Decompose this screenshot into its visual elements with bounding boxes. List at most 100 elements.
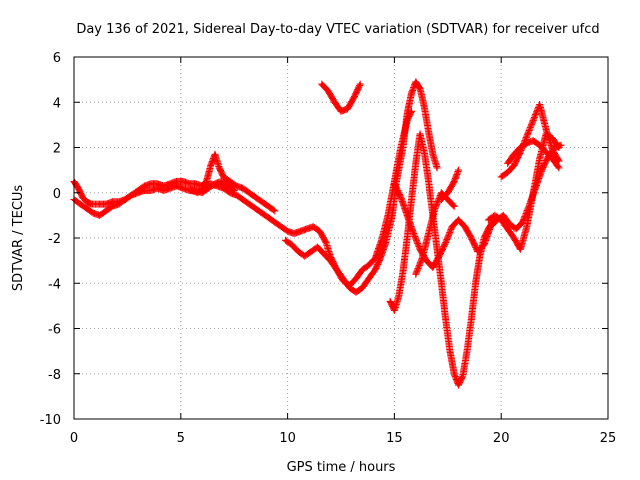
data-point — [487, 218, 490, 222]
data-point — [380, 239, 383, 242]
data-point — [544, 128, 548, 131]
data-point — [235, 193, 238, 197]
data-point — [438, 254, 441, 258]
series-arc-9 — [437, 166, 462, 203]
data-point — [378, 259, 381, 262]
data-point — [440, 282, 443, 285]
data-point — [532, 191, 535, 194]
x-tick-label: 5 — [177, 431, 185, 446]
data-point — [280, 225, 283, 228]
data-point — [94, 202, 97, 206]
tick-layer: 0 5 10 15 20 25 -10 -8 -6 -4 -2 0 2 4 6 — [40, 51, 617, 446]
data-point — [327, 89, 330, 93]
series-markers — [437, 166, 462, 203]
data-point — [111, 205, 114, 208]
data-point — [557, 146, 561, 149]
x-tick-label: 0 — [70, 431, 78, 446]
data-point — [85, 207, 89, 210]
data-point — [478, 254, 481, 258]
data-point — [92, 211, 95, 215]
data-point — [149, 189, 153, 192]
data-point — [476, 250, 479, 253]
data-point — [423, 105, 426, 109]
data-point — [482, 243, 486, 246]
y-axis-label: SDTVAR / TECUs — [11, 185, 26, 292]
data-point — [391, 214, 394, 217]
data-point — [168, 187, 172, 190]
data-point — [194, 182, 197, 185]
data-point — [303, 254, 306, 258]
data-point — [406, 112, 409, 115]
data-point — [228, 191, 232, 194]
data-point — [457, 383, 460, 387]
data-point — [470, 236, 473, 240]
data-point — [156, 182, 159, 185]
data-point — [188, 182, 191, 185]
data-point — [525, 141, 528, 145]
data-point — [213, 153, 217, 156]
data-point — [406, 214, 409, 217]
y-tick-label: 0 — [53, 187, 61, 202]
data-point — [435, 166, 439, 170]
data-point — [440, 198, 443, 201]
data-point — [374, 257, 377, 260]
data-point — [175, 180, 178, 183]
data-point — [316, 245, 319, 249]
data-point — [124, 198, 127, 201]
data-point — [79, 202, 82, 206]
y-tick-label: 2 — [53, 142, 61, 157]
data-point — [215, 184, 219, 188]
data-point — [519, 248, 522, 251]
data-point — [190, 189, 193, 192]
data-point — [220, 180, 223, 183]
data-point — [290, 243, 294, 246]
data-point — [388, 300, 392, 303]
x-tick-label: 10 — [279, 431, 296, 446]
x-axis-label: GPS time / hours — [287, 460, 396, 475]
data-point — [512, 236, 516, 240]
data-point — [181, 180, 185, 183]
data-point — [156, 187, 159, 190]
data-point — [538, 157, 541, 160]
data-point — [286, 230, 289, 233]
data-point — [149, 182, 153, 185]
data-point — [318, 230, 321, 233]
data-point — [453, 372, 456, 375]
data-point — [500, 175, 503, 179]
data-point — [335, 268, 338, 271]
y-tick-label: -2 — [48, 232, 61, 247]
data-point — [81, 196, 84, 199]
data-point — [544, 150, 548, 154]
data-point — [532, 139, 535, 142]
data-point — [111, 200, 114, 203]
data-point — [450, 225, 454, 228]
data-point — [267, 205, 270, 208]
series-arc-8 — [412, 189, 458, 278]
data-point — [414, 80, 417, 84]
series-arc-7 — [390, 141, 565, 271]
data-point — [461, 374, 464, 378]
data-point — [320, 82, 323, 86]
chart-title: Day 136 of 2021, Sidereal Day-to-day VTE… — [76, 22, 599, 37]
data-point — [203, 187, 206, 190]
data-point — [98, 214, 101, 217]
data-point — [538, 103, 541, 106]
data-point — [453, 180, 456, 183]
data-point — [354, 291, 358, 294]
series-markers — [318, 80, 364, 115]
data-point — [463, 225, 467, 228]
data-point — [341, 277, 345, 280]
data-point — [557, 166, 561, 170]
data-point — [292, 232, 296, 235]
data-point — [181, 187, 185, 190]
data-point — [519, 146, 522, 149]
data-point — [489, 225, 492, 228]
data-point — [374, 268, 377, 271]
data-point — [130, 193, 133, 197]
data-point — [444, 241, 447, 244]
data-point — [367, 263, 370, 267]
data-point — [414, 273, 417, 276]
y-tick-label: -8 — [48, 368, 61, 383]
data-point — [414, 162, 417, 165]
